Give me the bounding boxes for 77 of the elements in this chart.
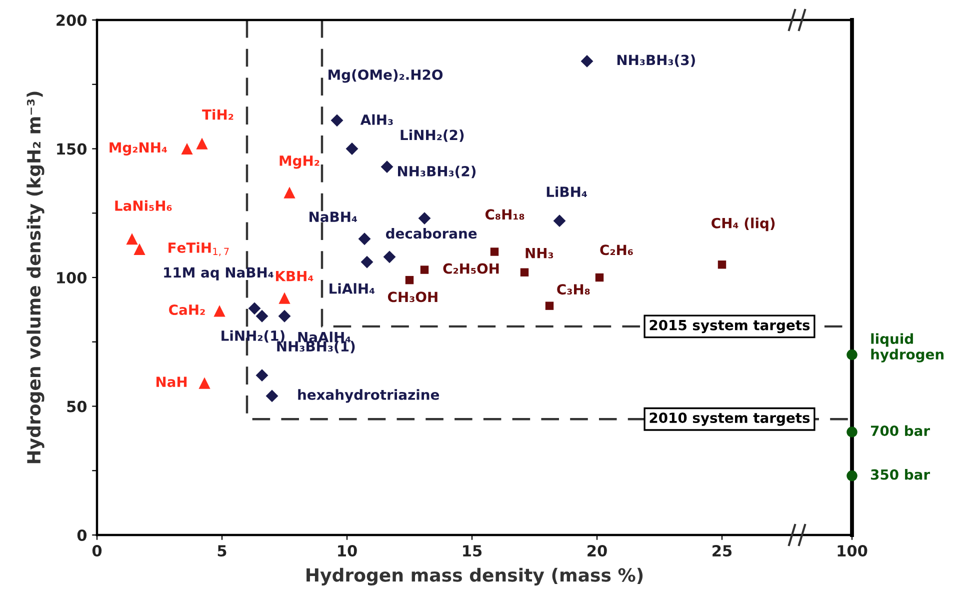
annotation: LiAlH₄ [330,283,375,294]
x-tick-label: 20 [588,544,607,557]
point [595,273,604,282]
annotation: 11M aq NaBH₄ [164,267,274,280]
y-tick-label: 0 [77,529,87,542]
annotation: LiBH₄ [546,186,587,197]
point [418,212,431,224]
annotation: NaAlH₄ [298,332,351,342]
annotation: 700 bar [870,425,930,436]
annotation: NH₃BH₃(1) [277,340,355,354]
point [358,232,371,246]
point [126,233,138,245]
point [360,256,374,268]
point [520,268,529,276]
annotation: MgH₂ [280,156,320,169]
point [284,186,296,198]
point [383,250,396,264]
annotation: 2015 system targets [650,320,810,334]
annotation: CH₄ (liq) [712,218,775,232]
point [278,310,291,322]
annotation: NH₃BH₃(3) [617,54,695,67]
point [330,114,344,127]
annotation: NH₃BH₃(2) [398,166,476,178]
annotation: FeTiH$_{1,7}$ [168,242,229,256]
y-tick-label: 50 [67,400,87,412]
y-tick-label: 100 [57,272,87,284]
annotation: NaH [156,376,187,388]
annotation: LiNH₂(1) [222,330,284,343]
x-tick-label: 0 [92,544,102,557]
annotation: CH₃OH [388,292,438,302]
point [380,160,394,173]
annotation: Mg₂NH₄ [110,142,167,156]
x-tick-label: 5 [218,545,226,557]
point [266,390,278,402]
point [420,266,429,274]
point [134,243,146,255]
point [256,310,268,322]
annotation: TiH₂ [202,109,234,120]
point [405,276,414,284]
annotation: C₃H₈ [557,284,590,295]
point [214,305,226,317]
annotation: LaNi₅H₆ [115,200,172,211]
y-axis-title: Hydrogen volume density (kgH₂ m⁻³) [26,92,44,464]
y-tick-label: 200 [56,14,87,26]
annotation: C₈H₁₈ [485,209,524,220]
point [490,248,499,256]
point [196,138,208,150]
point [346,142,358,155]
point [198,377,210,389]
point [181,142,193,155]
point [545,302,554,310]
x-axis-title: Hydrogen mass density (mass %) [306,568,643,586]
annotation: NaBH₄ [310,212,357,222]
annotation: Mg(OMe)₂.H2O [328,69,443,83]
annotation: AlH₃ [360,114,393,125]
annotation: liquid hydrogen [871,333,944,362]
annotation: NH₃ [526,248,554,258]
x-tick-label: 10 [338,544,357,557]
annotation: C₂H₆ [600,244,633,256]
x-tick-label: 100 [838,544,868,557]
point [553,214,566,228]
annotation: C₂H₅OH [443,263,499,274]
annotation: 2010 system targets [650,412,810,426]
annotation: CaH₂ [169,304,205,316]
point [580,54,594,68]
annotation: decaborane [386,228,477,239]
y-tick-label: 150 [57,143,87,155]
point [248,302,261,315]
annotation: hexahydrotriazine [298,389,440,403]
annotation: KBH₄ [276,270,314,282]
x-tick-label: 25 [712,544,732,557]
point [718,260,726,269]
annotation: LiNH₂(2) [400,130,464,142]
point [278,292,290,304]
x-tick-label: 15 [463,545,482,557]
point [256,369,268,382]
annotation: 350 bar [870,469,930,480]
